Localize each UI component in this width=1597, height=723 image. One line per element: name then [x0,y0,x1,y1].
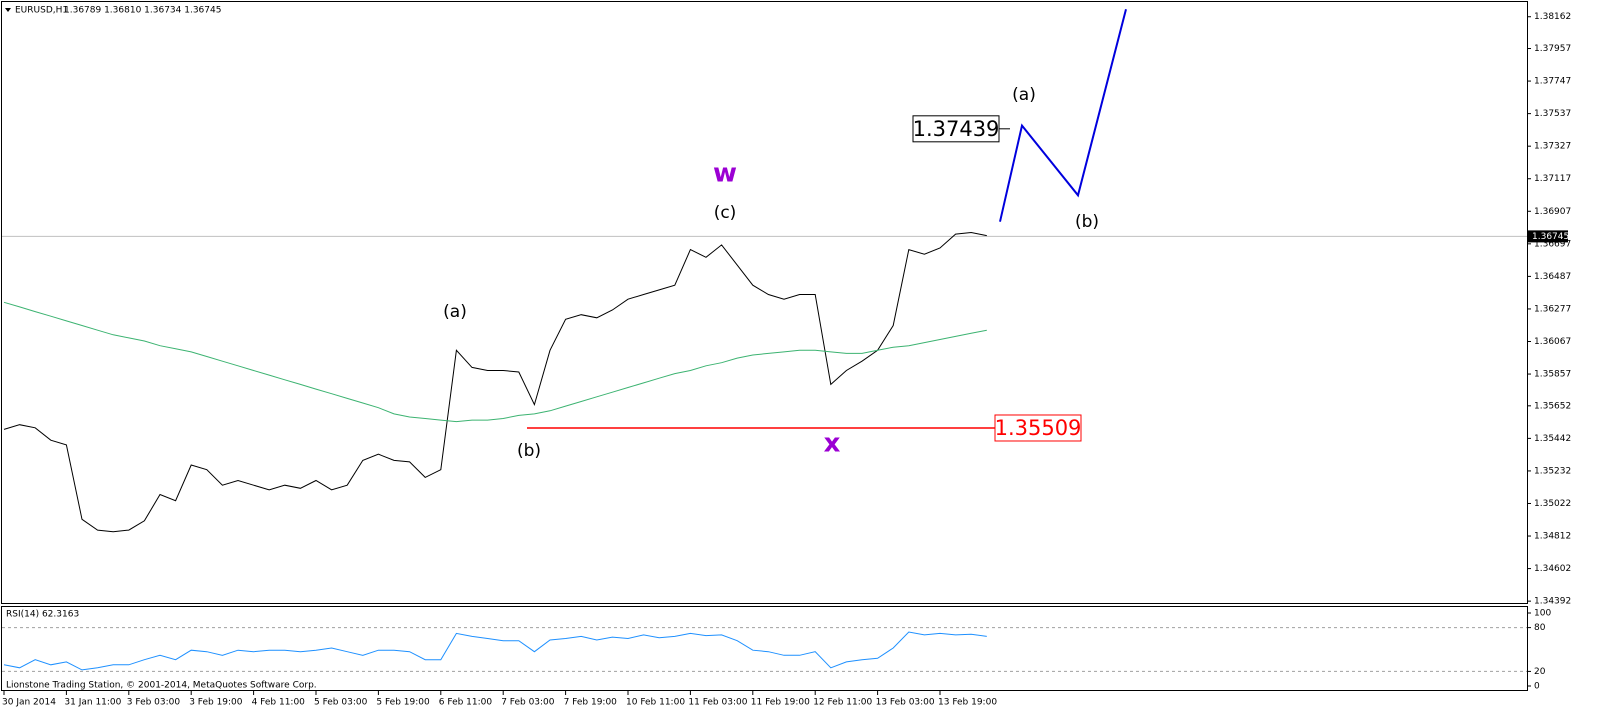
wave-label: (b) [517,441,541,461]
wave-label: (a) [1012,85,1036,105]
wave-label: (b) [1075,212,1099,232]
rsi-y-tick-label: 0 [1534,682,1540,692]
y-tick-label: 1.36907 [1534,207,1571,217]
x-tick-label: 10 Feb 11:00 [626,698,685,708]
current-price-label: 1.36745 [1532,232,1569,242]
level-label: 1.37439 [913,117,1000,141]
x-tick-label: 31 Jan 11:00 [64,698,121,708]
y-tick-label: 1.36277 [1534,304,1571,314]
price-panel-frame [1,1,1528,604]
x-tick-label: 11 Feb 03:00 [688,698,747,708]
rsi-panel-frame [1,606,1528,691]
x-tick-label: 13 Feb 03:00 [876,698,935,708]
y-tick-label: 1.36697 [1534,239,1571,249]
wave-label: (a) [443,302,467,322]
level-label: 1.35509 [995,416,1082,440]
watermark: Lionstone Trading Station, © 2001-2014, … [6,681,317,691]
y-tick-label: 1.37747 [1534,77,1571,87]
y-tick-label: 1.37117 [1534,174,1571,184]
y-tick-label: 1.34812 [1534,532,1571,542]
x-tick-label: 11 Feb 19:00 [751,698,810,708]
x-tick-label: 3 Feb 03:00 [127,698,181,708]
wave-projection [999,9,1127,222]
x-tick-label: 13 Feb 19:00 [938,698,997,708]
chart-title: EURUSD,H1 [15,6,68,16]
wave-label: w [713,159,737,189]
y-tick-label: 1.36067 [1534,337,1571,347]
y-tick-label: 1.35652 [1534,401,1571,411]
price-line [3,231,987,533]
y-tick-label: 1.34602 [1534,564,1571,574]
rsi-title: RSI(14) 62.3163 [6,610,79,620]
y-tick-label: 1.37327 [1534,142,1571,152]
y-tick-label: 1.37537 [1534,109,1571,119]
moving-average [3,301,987,423]
x-tick-label: 30 Jan 2014 [2,698,56,708]
current-price-box [1528,230,1568,243]
level-box [912,115,1000,143]
wave-label: (c) [714,203,737,223]
y-tick-label: 1.35232 [1534,466,1571,476]
menu-triangle [5,8,11,12]
rsi-y-tick-label: 20 [1534,667,1546,677]
y-tick-label: 1.36487 [1534,272,1571,282]
rsi-y-tick-label: 100 [1534,609,1551,619]
x-tick-label: 6 Feb 11:00 [439,698,493,708]
level-box [994,414,1082,442]
x-tick-label: 5 Feb 19:00 [376,698,430,708]
y-tick-label: 1.35022 [1534,499,1571,509]
x-tick-label: 5 Feb 03:00 [314,698,368,708]
x-tick-label: 4 Feb 11:00 [252,698,306,708]
wave-label: x [824,429,841,459]
x-tick-label: 7 Feb 19:00 [564,698,618,708]
x-tick-label: 12 Feb 11:00 [813,698,872,708]
y-tick-label: 1.38162 [1534,12,1571,22]
y-tick-label: 1.35857 [1534,370,1571,380]
rsi-line [3,631,987,671]
y-tick-label: 1.35442 [1534,434,1571,444]
x-tick-label: 3 Feb 19:00 [189,698,243,708]
y-tick-label: 1.34392 [1534,597,1571,607]
y-tick-label: 1.37957 [1534,44,1571,54]
x-tick-label: 7 Feb 03:00 [501,698,555,708]
rsi-y-tick-label: 80 [1534,623,1546,633]
ohlc-values: 1.36789 1.36810 1.36734 1.36745 [64,6,221,16]
